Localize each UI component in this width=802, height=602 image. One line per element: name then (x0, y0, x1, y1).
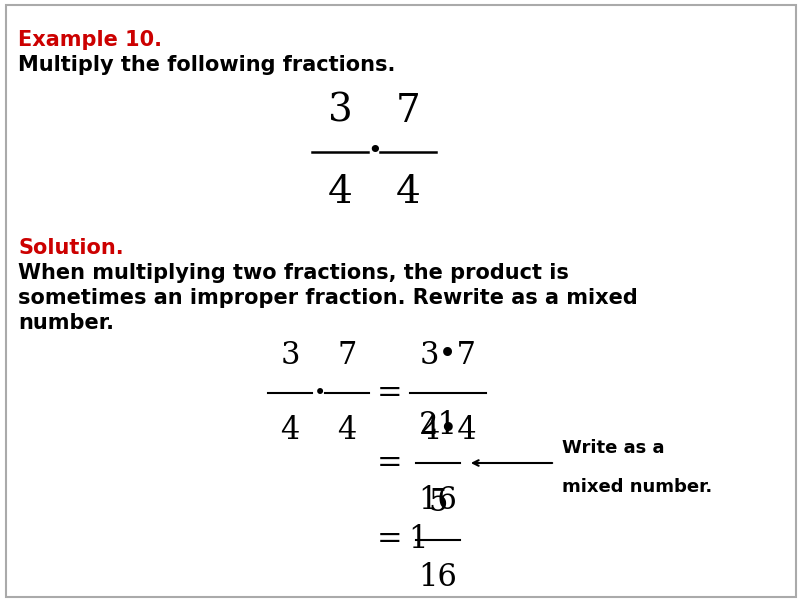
Text: Write as a: Write as a (562, 439, 665, 457)
Text: =: = (377, 447, 403, 479)
Text: Solution.: Solution. (18, 238, 124, 258)
Text: 5: 5 (428, 487, 448, 518)
Text: 21: 21 (419, 410, 457, 441)
Text: 3•7: 3•7 (419, 340, 476, 371)
Text: 4: 4 (338, 415, 357, 446)
Text: 16: 16 (419, 485, 457, 516)
Text: •: • (314, 383, 326, 403)
Text: =: = (377, 377, 403, 409)
Text: 7: 7 (395, 93, 420, 130)
Text: 4: 4 (281, 415, 300, 446)
Text: 4: 4 (395, 174, 420, 211)
Text: number.: number. (18, 313, 114, 333)
Text: 7: 7 (338, 340, 357, 371)
Text: 16: 16 (419, 562, 457, 593)
Text: =: = (377, 524, 403, 556)
Text: sometimes an improper fraction. Rewrite as a mixed: sometimes an improper fraction. Rewrite … (18, 288, 638, 308)
FancyBboxPatch shape (6, 5, 796, 597)
Text: 3: 3 (280, 340, 300, 371)
Text: 1: 1 (408, 524, 427, 556)
Text: •: • (367, 140, 383, 164)
Text: Example 10.: Example 10. (18, 30, 162, 50)
Text: 4: 4 (327, 174, 352, 211)
Text: When multiplying two fractions, the product is: When multiplying two fractions, the prod… (18, 263, 569, 283)
Text: mixed number.: mixed number. (562, 478, 712, 496)
Text: 3: 3 (328, 93, 352, 130)
Text: 4•4: 4•4 (419, 415, 476, 446)
Text: Multiply the following fractions.: Multiply the following fractions. (18, 55, 395, 75)
